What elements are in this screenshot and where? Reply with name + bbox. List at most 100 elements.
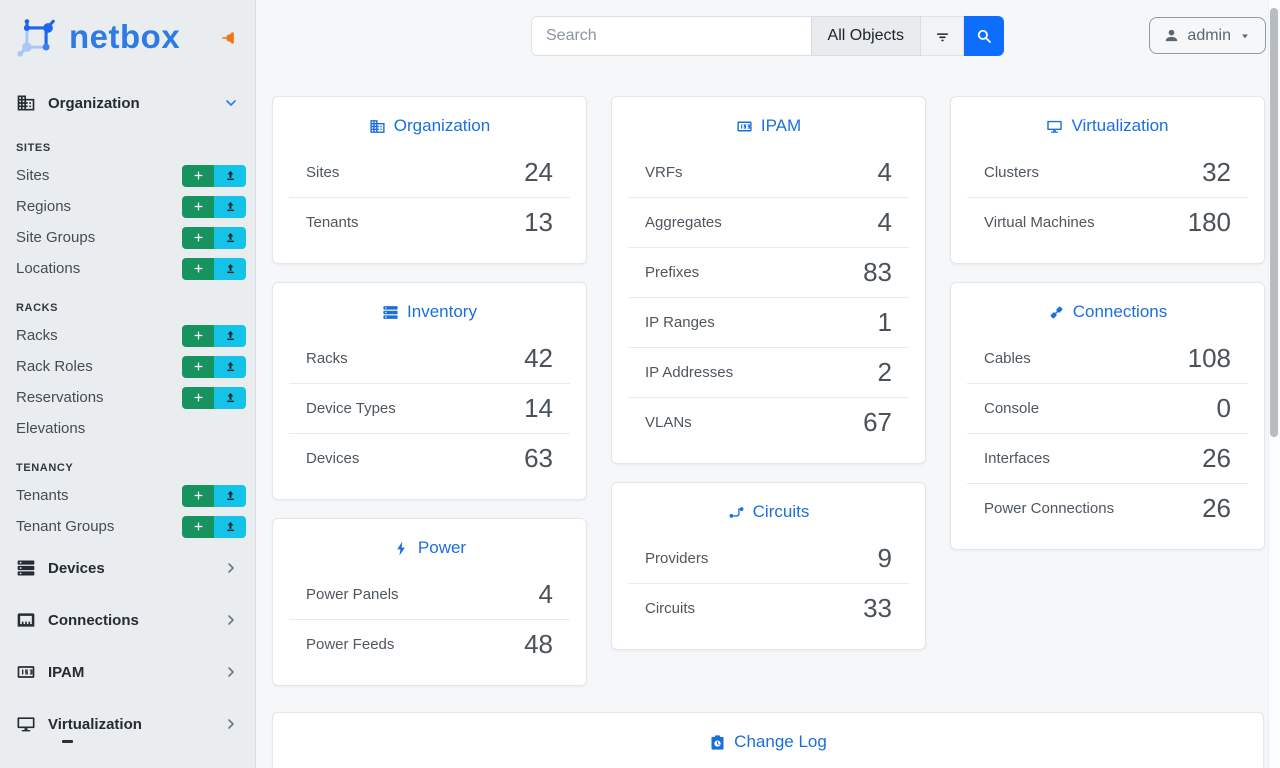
card-header-link-ipam[interactable]: IPAM [628, 113, 909, 139]
sidebar-item-connections[interactable]: Connections [0, 594, 255, 646]
stat-value-circuits: 33 [863, 593, 892, 623]
upload-icon [224, 169, 237, 182]
import-tenant-groups-button[interactable] [214, 515, 246, 538]
page-scrollbar[interactable] [1268, 0, 1280, 768]
dashboard-cards: Organization Sites 24 Tenants 13 Inventory Rac… [272, 96, 1265, 686]
add-locations-button[interactable] [182, 257, 214, 280]
stat-value-vrfs: 4 [877, 156, 892, 187]
search-input[interactable] [531, 16, 811, 56]
sidebar-link-sites[interactable]: Sites [16, 167, 50, 184]
add-sites-button[interactable] [182, 164, 214, 187]
import-rack-roles-button[interactable] [214, 355, 246, 378]
stat-label-vlans[interactable]: VLANs [645, 414, 692, 431]
card-header-link-virtualization[interactable]: Virtualization [967, 113, 1248, 139]
stat-label-device-types[interactable]: Device Types [306, 400, 396, 417]
stat-label-racks[interactable]: Racks [306, 349, 348, 367]
plus-icon [192, 262, 205, 275]
card-organization: Organization Sites 24 Tenants 13 [272, 96, 587, 264]
sidebar-subitem-racks: Racks [0, 320, 255, 351]
stat-label-power-connections[interactable]: Power Connections [984, 500, 1115, 517]
stat-row-power-connections: Power Connections 26 [967, 483, 1248, 533]
card-header-link-connections[interactable]: Connections [967, 299, 1248, 325]
stat-label-aggregates[interactable]: Aggregates [645, 214, 722, 231]
netbox-wordmark[interactable]: netbox [69, 17, 181, 55]
sidebar-item-virtualization[interactable]: Virtualization [0, 698, 255, 750]
netbox-logo-icon[interactable] [14, 15, 60, 61]
change-log-header-link[interactable]: Change Log [289, 729, 1247, 755]
stat-label-power-panels[interactable]: Power Panels [306, 585, 399, 603]
stat-label-tenants[interactable]: Tenants [306, 214, 359, 231]
server-icon [382, 304, 399, 321]
sidebar-item-label: IPAM [48, 663, 85, 681]
sidebar-link-regions[interactable]: Regions [16, 198, 72, 215]
stat-label-ip-ranges[interactable]: IP Ranges [645, 314, 715, 331]
add-reservations-button[interactable] [182, 386, 214, 409]
card-header-link-organization[interactable]: Organization [289, 113, 570, 139]
cables-icon [1048, 304, 1065, 321]
add-tenant-groups-button[interactable] [182, 515, 214, 538]
quick-actions-tenant-groups [182, 515, 246, 538]
sidebar-link-reservations[interactable]: Reservations [16, 389, 104, 406]
card-header-link-power[interactable]: Power [289, 535, 570, 561]
filter-button[interactable] [921, 16, 964, 56]
stat-row-cables: Cables 108 [967, 333, 1248, 383]
stat-value-ip-addresses: 2 [877, 357, 892, 387]
stat-row-providers: Providers 9 [628, 533, 909, 583]
import-reservations-button[interactable] [214, 386, 246, 409]
sidebar-item-ipam[interactable]: IPAM [0, 646, 255, 698]
import-locations-button[interactable] [214, 257, 246, 280]
sidebar-link-elevations[interactable]: Elevations [16, 420, 86, 437]
import-site-groups-button[interactable] [214, 226, 246, 249]
import-regions-button[interactable] [214, 195, 246, 218]
stat-label-providers[interactable]: Providers [645, 549, 709, 567]
card-header-link-circuits[interactable]: Circuits [628, 499, 909, 525]
import-sites-button[interactable] [214, 164, 246, 187]
pin-sidebar-button[interactable] [219, 27, 241, 49]
sidebar-section-sites: SITES [16, 142, 51, 154]
stat-label-cables[interactable]: Cables [984, 349, 1031, 367]
stat-label-interfaces[interactable]: Interfaces [984, 450, 1050, 467]
stat-row-devices: Devices 63 [289, 433, 570, 483]
stat-row-ip-addresses: IP Addresses 2 [628, 347, 909, 397]
stat-label-devices[interactable]: Devices [306, 450, 360, 467]
user-menu-button[interactable]: admin [1149, 17, 1266, 54]
sidebar-item-organization[interactable]: Organization [0, 82, 255, 124]
stat-label-ip-addresses[interactable]: IP Addresses [645, 364, 734, 381]
search-icon [975, 27, 993, 45]
search-scope-dropdown[interactable]: All Objects [810, 16, 921, 56]
chevron-right-icon [223, 612, 239, 628]
clipped-menu-icon [62, 740, 73, 743]
sidebar-link-rack-roles[interactable]: Rack Roles [16, 358, 93, 375]
sidebar-link-locations[interactable]: Locations [16, 260, 81, 277]
chevron-down-icon [223, 95, 239, 111]
import-racks-button[interactable] [214, 324, 246, 347]
sidebar-link-site-groups[interactable]: Site Groups [16, 229, 96, 246]
building-icon [16, 93, 36, 113]
counter-icon [736, 118, 753, 135]
stat-label-virtual-machines[interactable]: Virtual Machines [984, 214, 1095, 231]
sidebar-link-tenants[interactable]: Tenants [16, 487, 69, 504]
card-header-link-inventory[interactable]: Inventory [289, 299, 570, 325]
sidebar-item-devices[interactable]: Devices [0, 542, 255, 594]
scrollbar-thumb[interactable] [1270, 8, 1278, 437]
stat-label-circuits[interactable]: Circuits [645, 600, 696, 617]
stat-label-prefixes[interactable]: Prefixes [645, 264, 700, 281]
stat-label-clusters[interactable]: Clusters [984, 163, 1040, 181]
add-rack-roles-button[interactable] [182, 355, 214, 378]
stat-value-vlans: 67 [863, 407, 892, 437]
building-icon [369, 118, 386, 135]
add-site-groups-button[interactable] [182, 226, 214, 249]
stat-label-sites[interactable]: Sites [306, 163, 340, 181]
add-regions-button[interactable] [182, 195, 214, 218]
server-icon [16, 558, 36, 578]
add-racks-button[interactable] [182, 324, 214, 347]
sidebar-link-tenant-groups[interactable]: Tenant Groups [16, 518, 115, 535]
stat-label-console[interactable]: Console [984, 400, 1040, 417]
sidebar-link-racks[interactable]: Racks [16, 327, 58, 344]
plus-icon [192, 200, 205, 213]
stat-label-vrfs[interactable]: VRFs [645, 163, 683, 181]
search-button[interactable] [964, 16, 1004, 56]
stat-label-power-feeds[interactable]: Power Feeds [306, 636, 395, 653]
add-tenants-button[interactable] [182, 484, 214, 507]
import-tenants-button[interactable] [214, 484, 246, 507]
